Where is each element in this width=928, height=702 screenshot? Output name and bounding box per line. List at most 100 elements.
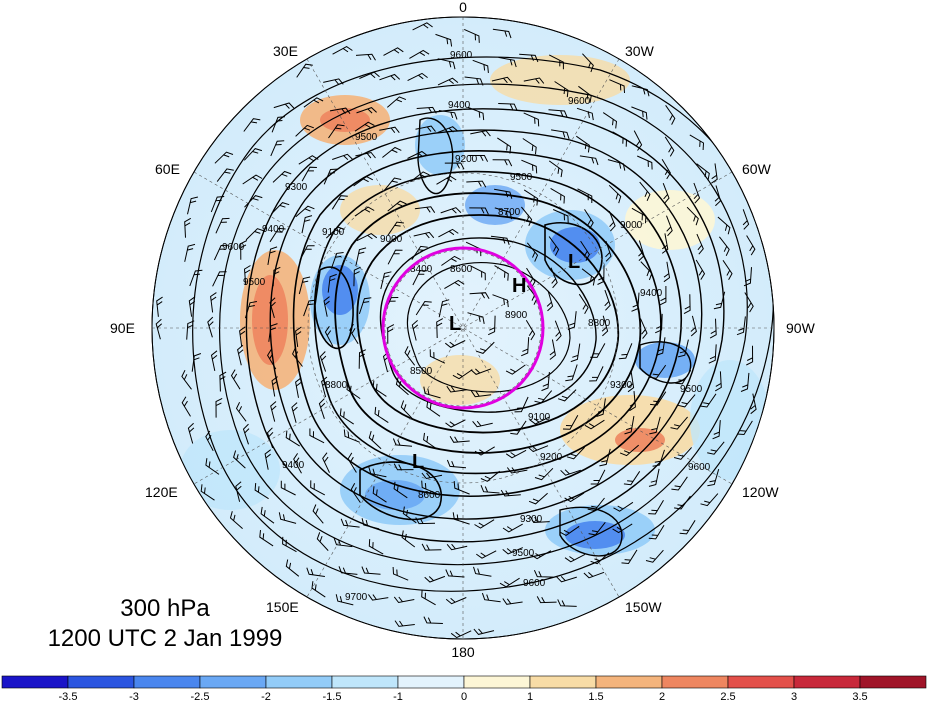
wind-barb (467, 312, 485, 324)
contour-label: 9400 (448, 100, 471, 111)
wind-barb (270, 202, 290, 215)
wind-barb (470, 390, 492, 398)
wind-barb (659, 286, 667, 306)
wind-barb (666, 215, 673, 237)
wind-barb (699, 393, 717, 408)
wind-barb (533, 569, 554, 578)
wind-barb (469, 292, 490, 299)
wind-barb (599, 448, 611, 467)
wind-barb (181, 369, 192, 390)
wind-barb (319, 351, 327, 372)
high-pressure-center: H (512, 275, 526, 297)
contour-label: 9300 (285, 182, 308, 193)
contour-label: 9600 (523, 578, 546, 589)
wind-barb (674, 495, 691, 510)
colorbar-tick-label: 2 (659, 691, 665, 702)
wind-barb (608, 184, 622, 204)
wind-barb (470, 265, 486, 281)
wind-barb (494, 207, 512, 220)
lon-label-150w: 150W (625, 599, 662, 615)
wind-barb (629, 391, 636, 412)
wind-barb (640, 318, 648, 339)
wind-barb (449, 436, 470, 443)
wind-barb (453, 481, 470, 495)
wind-barb (191, 353, 202, 372)
wind-barb (661, 159, 671, 180)
wind-barb (440, 207, 462, 214)
wind-barb (491, 76, 513, 84)
wind-barb (541, 372, 550, 392)
contour-label: 8800 (325, 380, 348, 391)
wind-barb (445, 597, 467, 605)
wind-barb (407, 72, 428, 82)
wind-barb (392, 566, 409, 581)
wind-barb (519, 53, 539, 63)
wind-barb (242, 174, 263, 185)
warm-anomaly (625, 190, 715, 250)
wind-barb (312, 504, 324, 524)
wind-barb (354, 121, 375, 132)
wind-barb (597, 265, 605, 285)
wind-barb (452, 369, 473, 380)
lon-label-120w: 120W (742, 484, 779, 500)
wind-barb (446, 459, 467, 469)
wind-barb (631, 292, 640, 312)
wind-barb (564, 553, 586, 563)
wind-barb (272, 170, 292, 183)
colorbar-box (727, 675, 795, 689)
wind-barb (330, 252, 344, 269)
wind-barb (474, 446, 495, 456)
cold-anomaly (180, 430, 280, 510)
wind-barb (285, 559, 300, 577)
contour-label: 9000 (380, 234, 403, 245)
wind-barb (267, 246, 278, 265)
wind-barb (505, 364, 526, 375)
wind-barb (567, 311, 577, 330)
wind-barb (239, 326, 246, 347)
graticule (152, 17, 774, 639)
wind-barb (661, 233, 669, 254)
wind-barb (212, 271, 227, 287)
wind-barb (269, 297, 276, 319)
wind-barb (675, 369, 692, 385)
wind-barb (521, 159, 538, 174)
wind-barb (548, 236, 560, 256)
colorbar-tick-label: 1.5 (588, 691, 603, 702)
wind-barb (713, 291, 726, 310)
lon-label-90w: 90W (786, 320, 816, 336)
warm-anomaly (420, 355, 500, 405)
wind-barb (372, 380, 387, 397)
wind-barb (333, 537, 353, 548)
low-pressure-center: L (412, 451, 424, 473)
wind-barb (353, 266, 361, 287)
wind-barb (229, 511, 243, 529)
wind-barb (200, 484, 215, 501)
wind-barb (280, 480, 296, 496)
cold-anomaly (322, 265, 358, 315)
lon-label-0: 0 (459, 0, 467, 15)
contour-label: 9300 (520, 514, 543, 525)
wind-barb (387, 200, 407, 212)
wind-barb (588, 521, 606, 536)
wind-barb (649, 364, 667, 379)
wind-barb (368, 430, 382, 450)
wind-barb (584, 209, 594, 230)
wind-barb (335, 594, 354, 606)
wind-barb (343, 429, 360, 443)
wind-barb (689, 134, 705, 151)
wind-barb (254, 483, 269, 500)
wind-barb (205, 458, 220, 475)
wind-barb (624, 416, 635, 435)
lon-label-60w: 60W (742, 161, 772, 177)
lon-label-150e: 150E (266, 599, 299, 615)
wind-barb (550, 267, 558, 289)
wind-barb (559, 525, 580, 536)
wind-barb (415, 517, 436, 525)
wind-barb (564, 492, 585, 503)
wind-barb (578, 293, 589, 314)
wind-barb (525, 320, 536, 341)
wind-barb (424, 575, 446, 583)
wind-barb (339, 408, 354, 425)
wind-barb (500, 489, 521, 497)
wind-barb (242, 423, 250, 445)
